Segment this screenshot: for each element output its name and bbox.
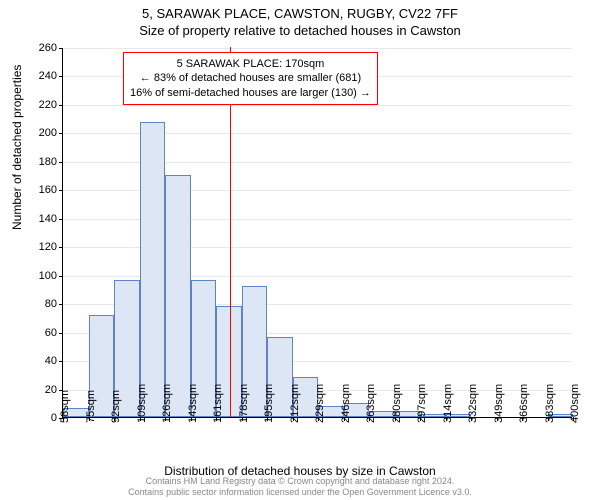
ytick-label: 220 — [39, 99, 63, 111]
histogram-bar — [165, 175, 191, 417]
footer-attribution: Contains HM Land Registry data © Crown c… — [0, 476, 600, 500]
xtick-label: 195sqm — [263, 384, 275, 423]
xtick-label: 314sqm — [442, 384, 454, 423]
ytick-label: 40 — [45, 355, 63, 367]
ytick-label: 240 — [39, 70, 63, 82]
gridline — [63, 105, 572, 106]
xtick-label: 383sqm — [544, 384, 556, 423]
chart-title-2: Size of property relative to detached ho… — [0, 21, 600, 38]
annotation-line-2: ← 83% of detached houses are smaller (68… — [130, 71, 371, 85]
chart-container: 5, SARAWAK PLACE, CAWSTON, RUGBY, CV22 7… — [0, 0, 600, 500]
xtick-label: 263sqm — [365, 384, 377, 423]
xtick-label: 332sqm — [467, 384, 479, 423]
footer-line-2: Contains public sector information licen… — [0, 487, 600, 498]
xtick-label: 297sqm — [416, 384, 428, 423]
xtick-label: 109sqm — [136, 384, 148, 423]
xtick-label: 75sqm — [85, 390, 97, 423]
gridline — [63, 48, 572, 49]
xtick-label: 212sqm — [289, 384, 301, 423]
histogram-bar — [140, 122, 166, 417]
xtick-label: 349sqm — [493, 384, 505, 423]
annotation-box: 5 SARAWAK PLACE: 170sqm ← 83% of detache… — [123, 52, 378, 105]
xtick-label: 92sqm — [110, 390, 122, 423]
ytick-label: 200 — [39, 127, 63, 139]
ytick-label: 180 — [39, 156, 63, 168]
footer-line-1: Contains HM Land Registry data © Crown c… — [0, 476, 600, 487]
xtick-label: 280sqm — [391, 384, 403, 423]
chart-title-1: 5, SARAWAK PLACE, CAWSTON, RUGBY, CV22 7… — [0, 0, 600, 21]
ytick-label: 60 — [45, 327, 63, 339]
xtick-label: 161sqm — [212, 384, 224, 423]
plot-area: 02040608010012014016018020022024026058sq… — [62, 48, 572, 418]
xtick-label: 126sqm — [161, 384, 173, 423]
annotation-line-3: 16% of semi-detached houses are larger (… — [130, 86, 371, 100]
xtick-label: 143sqm — [187, 384, 199, 423]
ytick-label: 160 — [39, 184, 63, 196]
xtick-label: 400sqm — [569, 384, 581, 423]
ytick-label: 140 — [39, 213, 63, 225]
xtick-label: 246sqm — [340, 384, 352, 423]
ytick-label: 80 — [45, 298, 63, 310]
xtick-label: 58sqm — [59, 390, 71, 423]
xtick-label: 229sqm — [314, 384, 326, 423]
annotation-line-1: 5 SARAWAK PLACE: 170sqm — [130, 57, 371, 71]
ytick-label: 260 — [39, 42, 63, 54]
xtick-label: 366sqm — [518, 384, 530, 423]
ytick-label: 120 — [39, 241, 63, 253]
xtick-label: 178sqm — [238, 384, 250, 423]
y-axis-label: Number of detached properties — [10, 65, 24, 230]
ytick-label: 100 — [39, 270, 63, 282]
